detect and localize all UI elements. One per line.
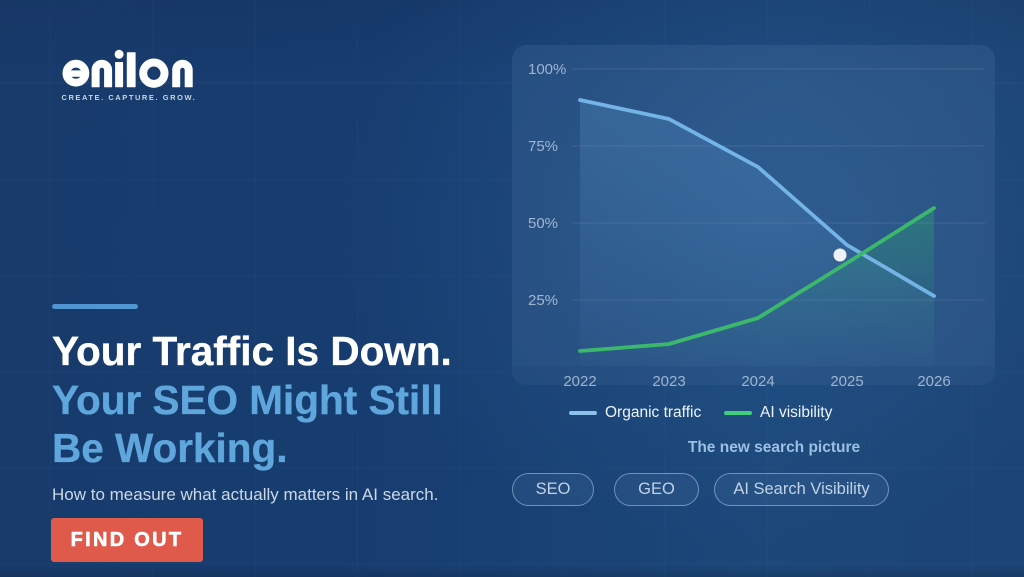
svg-text:2022: 2022 (563, 373, 596, 390)
svg-text:100%: 100% (528, 61, 566, 78)
svg-text:75%: 75% (528, 138, 558, 155)
svg-text:2026: 2026 (917, 373, 950, 390)
svg-text:50%: 50% (528, 215, 558, 232)
svg-text:2024: 2024 (741, 373, 774, 390)
svg-text:2023: 2023 (652, 373, 685, 390)
svg-text:25%: 25% (528, 292, 558, 309)
svg-text:2025: 2025 (830, 373, 863, 390)
